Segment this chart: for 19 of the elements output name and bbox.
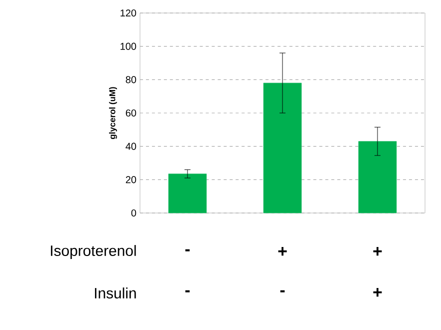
y-tick-label: 100 <box>120 42 136 50</box>
y-axis-title: glycerol (uM) <box>109 87 118 139</box>
text: Insulin <box>94 288 136 298</box>
text: - <box>185 290 190 292</box>
text: + <box>373 247 382 256</box>
text: + <box>373 288 382 297</box>
y-tick-label: 120 <box>120 9 136 17</box>
text: + <box>278 247 287 256</box>
y-tick-label: 60 <box>126 109 136 117</box>
y-tick-label: 80 <box>126 76 136 84</box>
y-tick-label: 40 <box>126 142 136 150</box>
y-tick-label: 0 <box>131 209 136 217</box>
text: Isoproterenol <box>50 245 136 259</box>
bar <box>168 174 207 214</box>
text: - <box>280 290 285 292</box>
y-tick-label: 20 <box>126 176 136 184</box>
bar <box>263 82 302 214</box>
text: - <box>185 249 190 252</box>
bar <box>358 141 397 214</box>
